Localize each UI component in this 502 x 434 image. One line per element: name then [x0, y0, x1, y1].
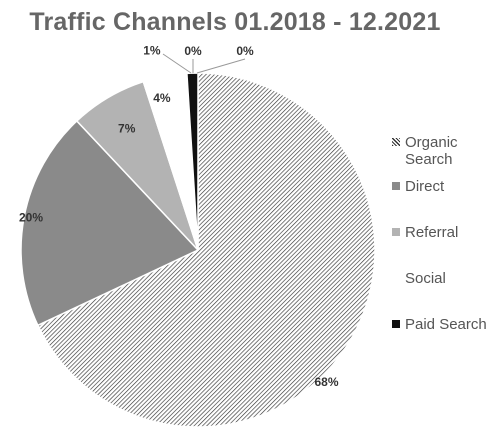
legend-label: Organic Search	[405, 134, 458, 168]
legend-swatch	[392, 320, 400, 328]
data-label-organic-search: 68%	[314, 375, 338, 389]
legend-swatch	[392, 182, 400, 190]
legend-label: Paid Search	[405, 316, 487, 333]
data-label-paid-search: 1%	[143, 43, 161, 57]
legend-item-referral: Referral	[392, 224, 500, 241]
legend-swatch	[392, 138, 400, 146]
data-label-zero-2: 0%	[236, 44, 254, 58]
legend-swatch	[392, 228, 400, 236]
legend-item-direct: Direct	[392, 178, 500, 195]
legend-item-organic-search: Organic Search	[392, 134, 500, 168]
legend-label: Social	[405, 270, 446, 287]
chart-title: Traffic Channels 01.2018 - 12.2021	[29, 8, 441, 36]
data-label-zero-1: 0%	[184, 44, 202, 58]
data-label-direct: 20%	[19, 210, 43, 224]
data-label-referral: 7%	[118, 122, 136, 136]
leader-line-paid-search	[162, 53, 192, 74]
data-label-social: 4%	[153, 91, 171, 105]
legend-swatch	[392, 274, 400, 282]
slice-organic-search	[36, 72, 376, 428]
legend-label: Direct	[405, 178, 445, 195]
legend-label: Referral	[405, 224, 459, 241]
legend-item-social: Social	[392, 270, 500, 287]
slice-direct	[20, 119, 200, 327]
leader-line-zero-2	[196, 58, 246, 74]
legend-item-paid-search: Paid Search	[392, 316, 500, 333]
